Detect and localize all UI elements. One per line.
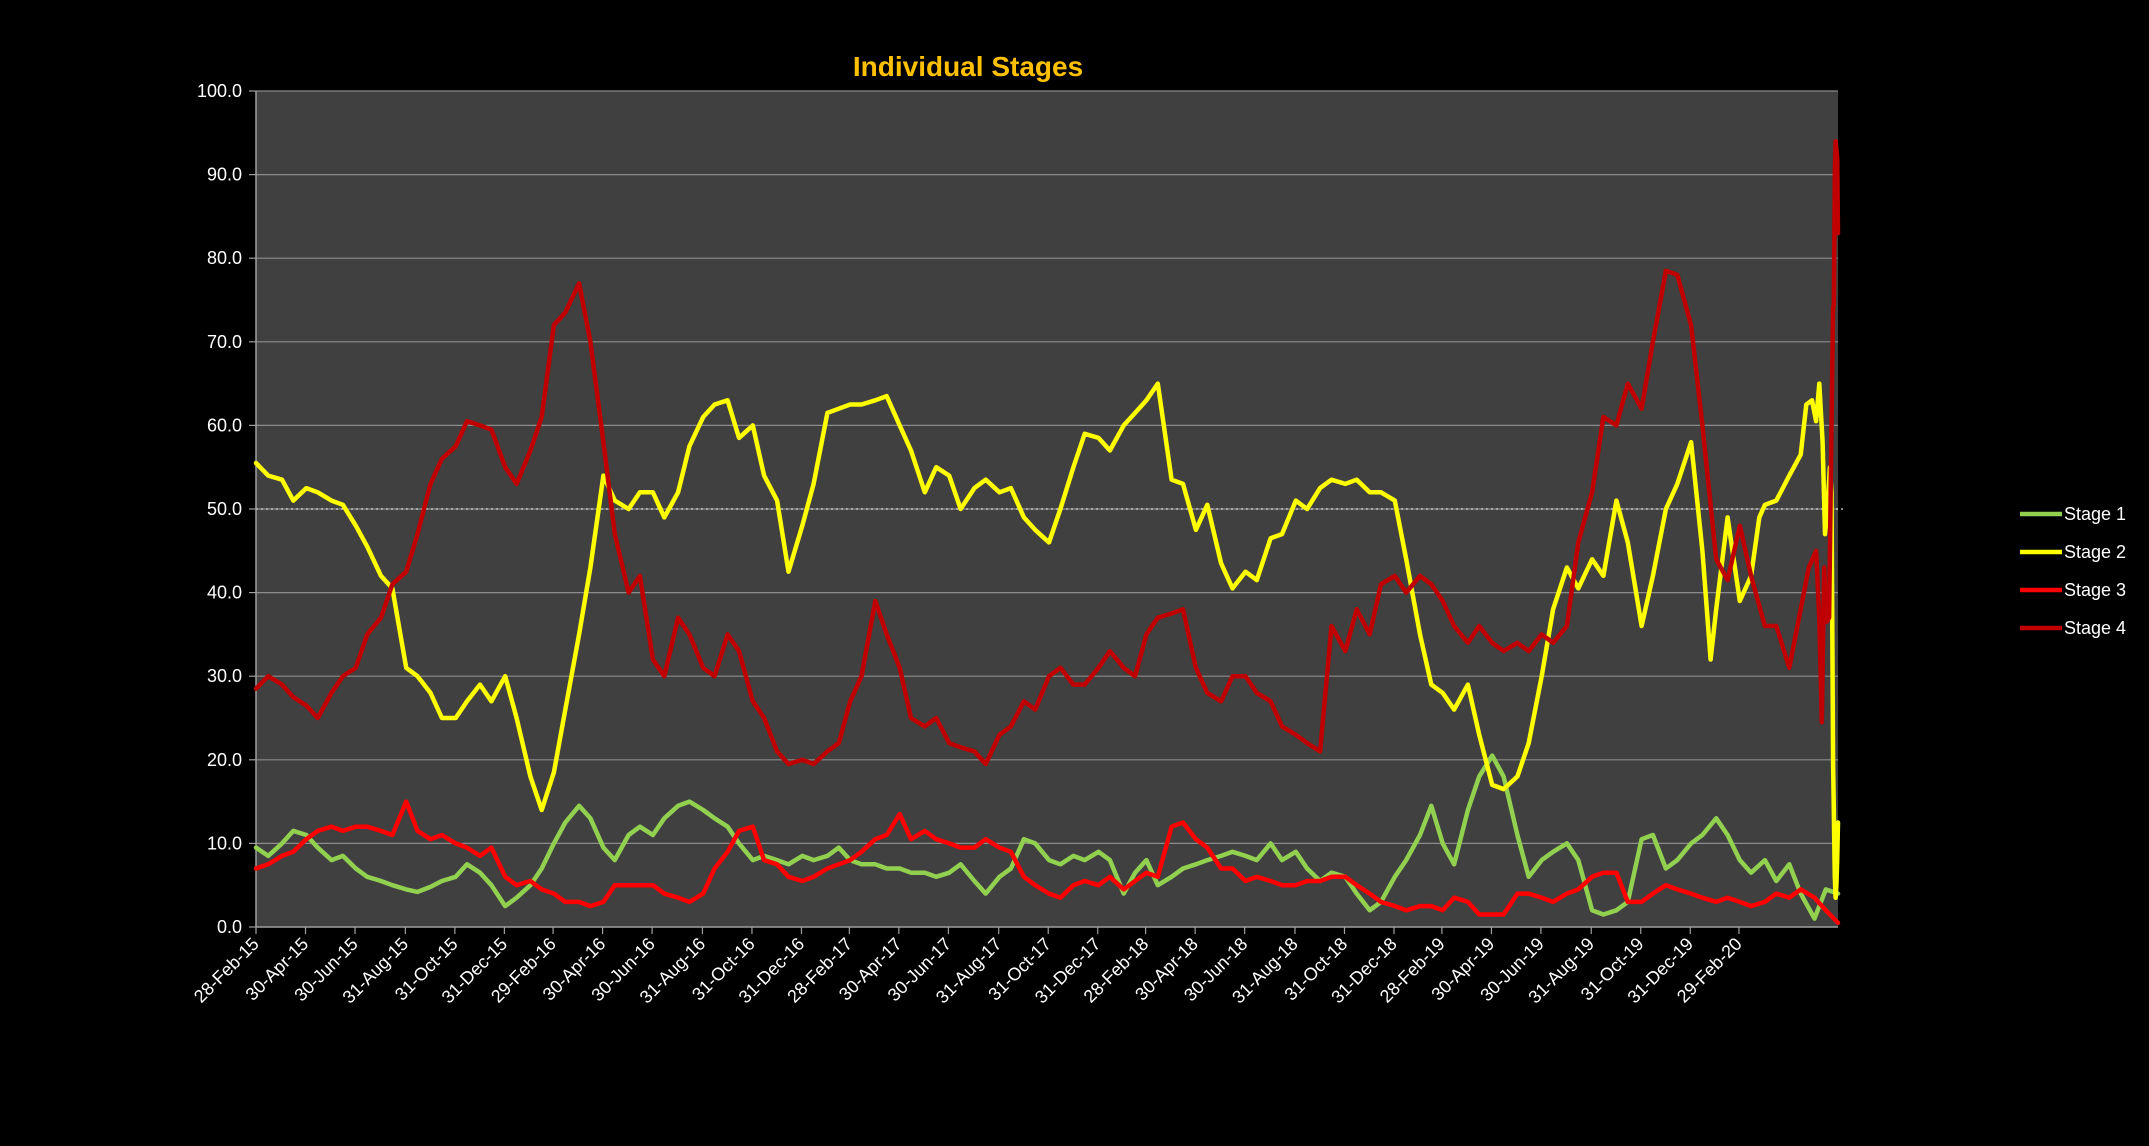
- legend-label: Stage 4: [2064, 618, 2126, 638]
- legend-item: Stage 3: [2020, 580, 2126, 600]
- y-tick-label: 0.0: [217, 917, 242, 937]
- legend-label: Stage 2: [2064, 542, 2126, 562]
- legend-label: Stage 1: [2064, 504, 2126, 524]
- legend-item: Stage 1: [2020, 504, 2126, 524]
- series-line-stage-1: [253, 753, 1841, 921]
- series-line-stage-2: [253, 381, 1841, 900]
- y-tick-label: 80.0: [207, 248, 242, 268]
- legend: Stage 1 Stage 2 Stage 3 Stage 4: [2020, 504, 2126, 638]
- chart-title: Individual Stages: [853, 51, 1083, 82]
- legend-item: Stage 2: [2020, 542, 2126, 562]
- legend-item: Stage 4: [2020, 618, 2126, 638]
- legend-label: Stage 3: [2064, 580, 2126, 600]
- series-lines: [253, 138, 1841, 926]
- y-tick-label: 50.0: [207, 499, 242, 519]
- y-tick-label: 20.0: [207, 750, 242, 770]
- y-tick-label: 60.0: [207, 415, 242, 435]
- y-tick-label: 70.0: [207, 332, 242, 352]
- y-tick-label: 90.0: [207, 165, 242, 185]
- y-tick-label: 40.0: [207, 583, 242, 603]
- grid-lines: [256, 90, 1846, 845]
- y-tick-label: 100.0: [197, 81, 242, 101]
- series-line-stage-3: [253, 799, 1841, 926]
- y-tick-label: 30.0: [207, 666, 242, 686]
- series-line-stage-4: [253, 138, 1841, 767]
- y-tick-label: 10.0: [207, 833, 242, 853]
